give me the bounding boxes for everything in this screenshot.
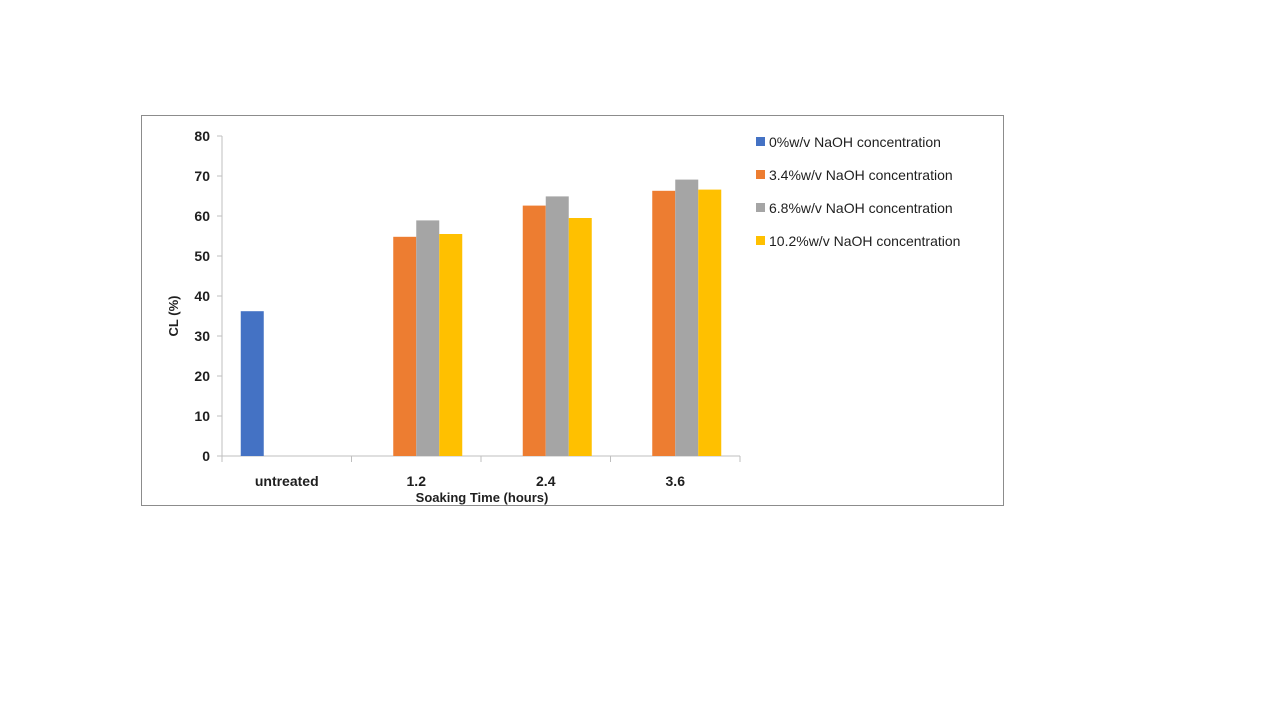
bar-3.6-series-1 <box>652 190 676 457</box>
bar-1.2-series-3 <box>439 234 463 456</box>
legend-label: 10.2%w/v NaOH concentration <box>769 233 960 249</box>
y-axis-ticks: 0 10 20 30 40 50 60 70 80 <box>194 128 222 464</box>
bar-series-group <box>240 179 722 457</box>
legend-swatch <box>756 236 765 245</box>
bar-1.2-series-2 <box>416 220 440 456</box>
x-tick-label: 1.2 <box>407 473 427 489</box>
bar-2.4-series-3 <box>568 218 592 456</box>
chart-frame: 0 10 20 30 40 50 60 70 80 untreated 1.2 2.4 3.6 CL … <box>141 115 1004 506</box>
bar-chart: 0 10 20 30 40 50 60 70 80 untreated 1.2 2.4 3.6 CL … <box>166 128 960 505</box>
legend-swatch <box>756 203 765 212</box>
x-tick-label: untreated <box>255 473 319 489</box>
y-tick-label: 50 <box>194 248 210 264</box>
legend-label: 6.8%w/v NaOH concentration <box>769 200 953 216</box>
chart-legend: 0%w/v NaOH concentration 3.4%w/v NaOH con… <box>756 134 960 249</box>
y-tick-label: 0 <box>202 448 210 464</box>
x-axis-title: Soaking Time (hours) <box>416 490 549 505</box>
y-tick-label: 60 <box>194 208 210 224</box>
x-tick-label: 2.4 <box>536 473 556 489</box>
x-tick-label: 3.6 <box>666 473 686 489</box>
legend-label: 0%w/v NaOH concentration <box>769 134 941 150</box>
bar-1.2-series-1 <box>393 236 417 456</box>
bar-2.4-series-1 <box>522 205 546 456</box>
y-tick-label: 20 <box>194 368 210 384</box>
bar-3.6-series-3 <box>698 189 722 456</box>
y-tick-label: 30 <box>194 328 210 344</box>
bar-untreated-series-0 <box>240 311 264 456</box>
y-axis-title: CL (%) <box>166 296 181 337</box>
x-axis-ticks: untreated 1.2 2.4 3.6 <box>221 456 741 489</box>
y-tick-label: 40 <box>194 288 210 304</box>
y-tick-label: 80 <box>194 128 210 144</box>
legend-swatch <box>756 137 765 146</box>
y-tick-label: 70 <box>194 168 210 184</box>
legend-swatch <box>756 170 765 179</box>
y-tick-label: 10 <box>194 408 210 424</box>
bar-3.6-series-2 <box>675 179 699 456</box>
bar-2.4-series-2 <box>545 196 569 456</box>
legend-label: 3.4%w/v NaOH concentration <box>769 167 953 183</box>
